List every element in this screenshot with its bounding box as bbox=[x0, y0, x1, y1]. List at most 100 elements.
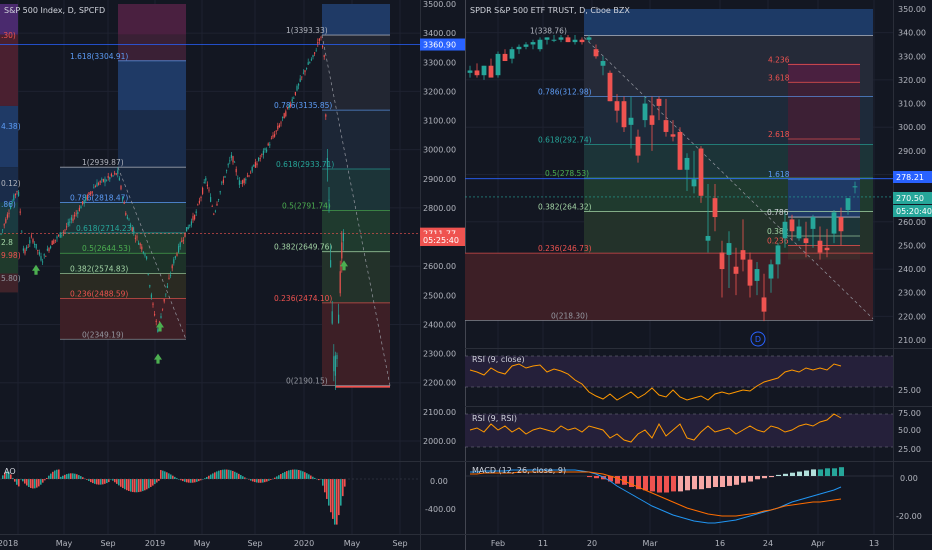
left-candle-body bbox=[141, 246, 143, 250]
left-candle-body bbox=[224, 175, 226, 178]
left-candle-body bbox=[222, 179, 224, 183]
right-ext-zone bbox=[788, 63, 860, 83]
left-candle-body bbox=[53, 240, 55, 244]
left-time-tick: 2019 bbox=[145, 539, 165, 548]
right-candle-body bbox=[754, 269, 760, 281]
left-candle-body bbox=[163, 298, 165, 302]
macd-hist-bar bbox=[706, 476, 711, 489]
left-candle-body bbox=[40, 256, 42, 261]
right-fib-zone bbox=[584, 9, 873, 36]
ao-bar bbox=[304, 472, 306, 479]
ao-bar bbox=[340, 479, 342, 506]
ao-bar bbox=[264, 479, 266, 483]
rsi-close-line bbox=[469, 363, 842, 401]
macd-hist-bar bbox=[811, 469, 816, 476]
left-candle-body bbox=[130, 224, 132, 228]
left-candle-body bbox=[190, 221, 192, 225]
left-fib-zone bbox=[0, 273, 18, 293]
left-candle-body bbox=[98, 183, 100, 185]
right-price-tag-bg bbox=[893, 192, 932, 204]
left-candles bbox=[0, 35, 348, 391]
ao-bar bbox=[18, 479, 20, 487]
left-candle-body bbox=[29, 240, 31, 244]
left-candle-body bbox=[173, 259, 175, 264]
left-candle-body bbox=[320, 37, 322, 39]
left-fib-label: 0.618(2933.71) bbox=[276, 160, 334, 169]
dividend-marker[interactable]: D bbox=[750, 331, 766, 347]
left-price-tag-bg bbox=[420, 234, 465, 246]
left-candle-body bbox=[120, 185, 122, 190]
left-price-tick: 3300.00 bbox=[423, 58, 456, 67]
right-candle-body bbox=[705, 235, 711, 241]
macd-hist-bar bbox=[839, 467, 844, 476]
left-fib-zone bbox=[322, 302, 390, 386]
left-candle-body bbox=[22, 248, 24, 251]
right-candle-body bbox=[684, 157, 690, 170]
ao-bar bbox=[306, 473, 308, 479]
right-fib-label: 0.382 bbox=[767, 227, 789, 236]
ao-bar bbox=[274, 477, 276, 479]
left-time-tick: May bbox=[56, 539, 73, 548]
left-fib-zone bbox=[322, 169, 390, 211]
ao-bar bbox=[70, 473, 72, 479]
left-price-tick: 3200.00 bbox=[423, 87, 456, 96]
ao-bar bbox=[122, 479, 124, 489]
left-candle-body bbox=[50, 246, 52, 249]
ao-bar bbox=[108, 479, 110, 483]
right-candle-body bbox=[607, 72, 613, 102]
left-candle-body bbox=[112, 175, 114, 177]
left-ao-axis: 0.00 -400.00 bbox=[425, 477, 456, 514]
ao-bar bbox=[32, 479, 34, 489]
right-candle-body bbox=[740, 250, 746, 260]
ao-bar bbox=[254, 479, 256, 483]
ao-bar bbox=[182, 479, 184, 482]
left-candle-body bbox=[67, 222, 69, 226]
right-price-tick: 350.00 bbox=[898, 5, 926, 14]
ao-bar bbox=[178, 479, 180, 480]
left-candle-body bbox=[5, 219, 7, 223]
left-candle-body bbox=[254, 162, 256, 168]
left-candle-body bbox=[86, 195, 88, 200]
ao-bar bbox=[180, 479, 182, 481]
left-candle-body bbox=[152, 303, 154, 305]
right-candle-body bbox=[817, 240, 823, 253]
right-candle-body bbox=[474, 70, 480, 76]
ao-bar bbox=[310, 475, 312, 479]
right-fib-zones bbox=[465, 9, 873, 321]
ao-bar bbox=[54, 470, 56, 479]
right-price-tick: 290.00 bbox=[898, 147, 926, 156]
ao-bar bbox=[282, 472, 284, 479]
left-candle-body bbox=[27, 246, 29, 248]
right-price-tick: 220.00 bbox=[898, 312, 926, 321]
ao-bar bbox=[50, 473, 52, 479]
right-candle-body bbox=[642, 103, 648, 121]
ao-bar bbox=[8, 472, 10, 479]
ao-bar bbox=[80, 476, 82, 479]
left-candle-body bbox=[61, 234, 63, 236]
ao-bar bbox=[342, 479, 344, 497]
right-price-tick: 250.00 bbox=[898, 241, 926, 250]
left-price-tick: 3500.00 bbox=[423, 0, 456, 9]
left-price-tick: 2400.00 bbox=[423, 320, 456, 329]
ao-bar bbox=[318, 479, 320, 481]
macd-label: MACD (12, 26, close, 9) bbox=[472, 466, 566, 475]
left-fib-label: 0.786(3135.85) bbox=[274, 101, 332, 110]
left-candle-body bbox=[126, 216, 128, 219]
ao-bar bbox=[218, 470, 220, 479]
left-candle-body bbox=[102, 179, 104, 182]
left-fib-zone bbox=[60, 298, 186, 340]
left-candle-body bbox=[310, 59, 312, 61]
ao-bar bbox=[296, 469, 298, 479]
left-ao-label: AO bbox=[4, 467, 16, 476]
right-fib-zone bbox=[465, 253, 873, 321]
left-candle-body bbox=[325, 114, 327, 117]
ao-bar bbox=[86, 479, 88, 480]
right-candle-body bbox=[586, 37, 592, 40]
ao-bar bbox=[60, 476, 62, 479]
left-candle-body bbox=[128, 219, 130, 221]
left-price-tick: 3100.00 bbox=[423, 117, 456, 126]
ao-bar bbox=[338, 479, 340, 516]
ao-bar bbox=[44, 479, 46, 481]
left-candle-body bbox=[339, 271, 341, 294]
left-candle-body bbox=[240, 183, 242, 185]
